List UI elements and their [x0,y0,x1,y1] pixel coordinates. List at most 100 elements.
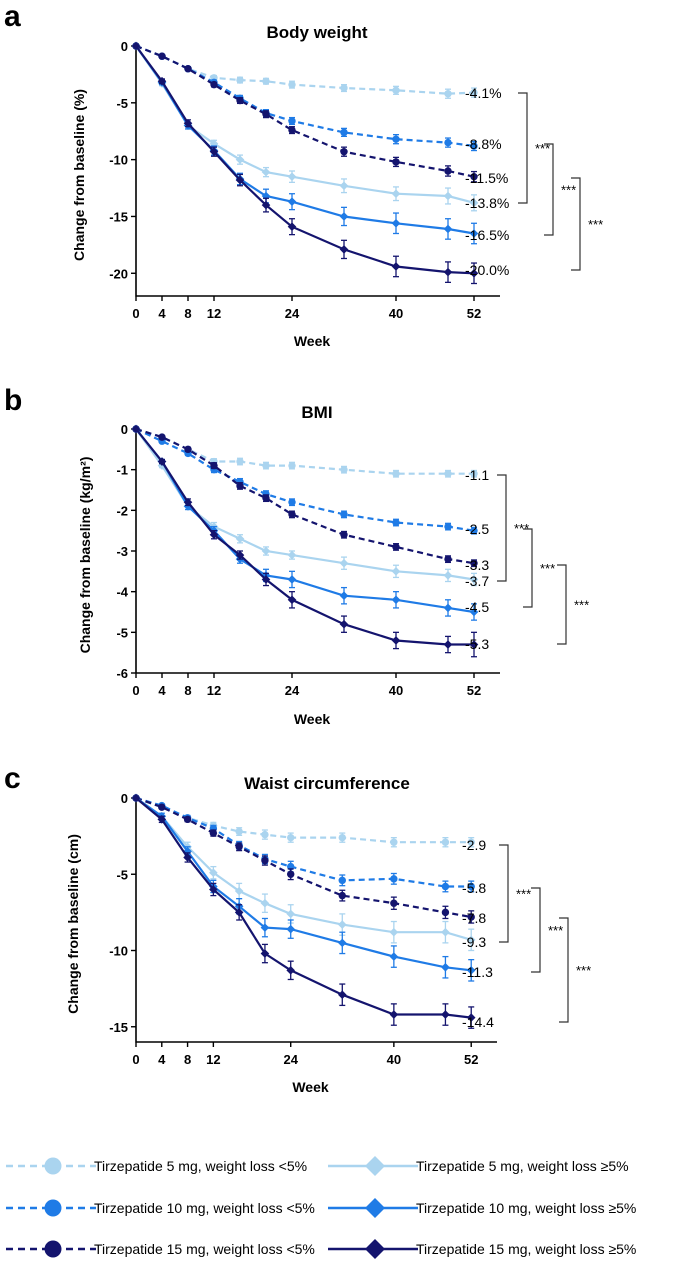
legend-marker [365,1198,385,1218]
series-2 [132,42,478,152]
data-point [340,84,348,92]
data-label: -3.3 [465,557,489,573]
data-point [262,77,270,85]
data-point [338,876,346,885]
y-tick-label: -15 [109,209,128,224]
data-point [443,571,453,580]
x-tick-label: 12 [207,683,221,698]
series-6 [131,793,476,1029]
data-point [288,461,296,470]
data-point [340,128,348,137]
data-point [389,927,399,937]
data-point [158,433,166,441]
y-tick-label: -5 [116,625,128,640]
data-point [260,949,270,958]
data-point [441,1010,450,1019]
data-point [444,167,452,175]
panel-letter: a [4,0,21,33]
data-point [444,470,452,478]
y-tick-label: -5 [116,96,128,111]
legend: Tirzepatide 5 mg, weight loss <5% Tirzepa… [6,1156,636,1259]
data-label: -16.5% [465,227,509,243]
x-tick-label: 24 [285,306,300,321]
series-line [135,428,474,646]
data-point [469,607,479,617]
data-point [235,175,245,185]
x-tick-label: 40 [389,306,403,321]
data-point [339,591,349,601]
series-line [135,44,475,148]
data-point [392,470,400,478]
data-label: -20.0% [465,262,509,278]
data-point [288,80,296,89]
data-label: -8.8% [465,136,502,152]
data-point [262,494,270,502]
data-point [340,510,348,519]
data-point [467,838,475,846]
legend-item: Tirzepatide 15 mg, weight loss <5% [6,1240,315,1258]
data-point [157,76,167,86]
series-5 [131,793,476,982]
x-tick-label: 40 [389,683,403,698]
significance-bracket: *** [499,844,531,943]
data-point [234,886,244,896]
data-point [236,76,244,84]
x-tick-label: 12 [206,1052,220,1067]
significance-label: *** [535,141,550,156]
data-label: -2.9 [462,837,486,853]
panel-c: c Waist circumference 0 -5 -10 -15 0 4 8 12 24 40 52… [4,762,591,1095]
data-point [469,575,479,584]
series-4 [131,793,476,952]
chart-title: Waist circumference [244,774,410,793]
data-point [183,118,193,128]
series-line [135,427,474,475]
data-point [441,838,450,846]
legend-item: Tirzepatide 5 mg, weight loss ≥5% [328,1156,629,1176]
significance-bracket: *** [518,92,550,204]
x-tick-label: 4 [158,683,166,698]
legend-label: Tirzepatide 15 mg, weight loss ≥5% [416,1241,636,1257]
data-point [287,833,295,842]
data-point [287,197,297,206]
data-point [184,65,192,73]
data-point [469,229,479,238]
legend-label: Tirzepatide 5 mg, weight loss ≥5% [416,1158,629,1174]
data-point [340,531,348,539]
significance-bracket: *** [544,143,576,236]
data-point [157,457,167,466]
data-label: -3.7 [465,573,489,589]
y-tick-label: -6 [116,666,128,681]
data-point [339,558,349,568]
significance-label: *** [561,183,576,198]
data-label: -11.5% [465,170,508,186]
data-point [469,268,479,278]
data-point [339,212,349,221]
series-5 [131,424,479,621]
panel-a: a Body weight 0 -5 -10 -15 -20 0 4 8 12 24 40 52 Week C… [4,0,603,349]
data-point [262,461,270,470]
series-line [135,45,475,275]
data-point [184,445,192,454]
data-point [443,603,453,613]
series-line [135,45,475,235]
x-tick-label: 0 [132,306,139,321]
y-tick-label: -15 [109,1020,128,1035]
data-point [391,595,401,605]
data-point [390,875,398,883]
data-point [235,843,243,851]
data-point [338,891,346,900]
data-point [288,510,296,519]
data-point [470,88,478,97]
data-point [392,518,400,527]
data-point [261,546,271,556]
series-line [135,428,475,532]
data-point [390,899,398,907]
data-point [183,497,193,507]
series-1 [132,794,475,848]
data-point [260,923,270,932]
chart-title: Body weight [266,23,367,42]
data-point [444,555,452,563]
data-point [339,245,349,254]
data-point [286,966,296,975]
